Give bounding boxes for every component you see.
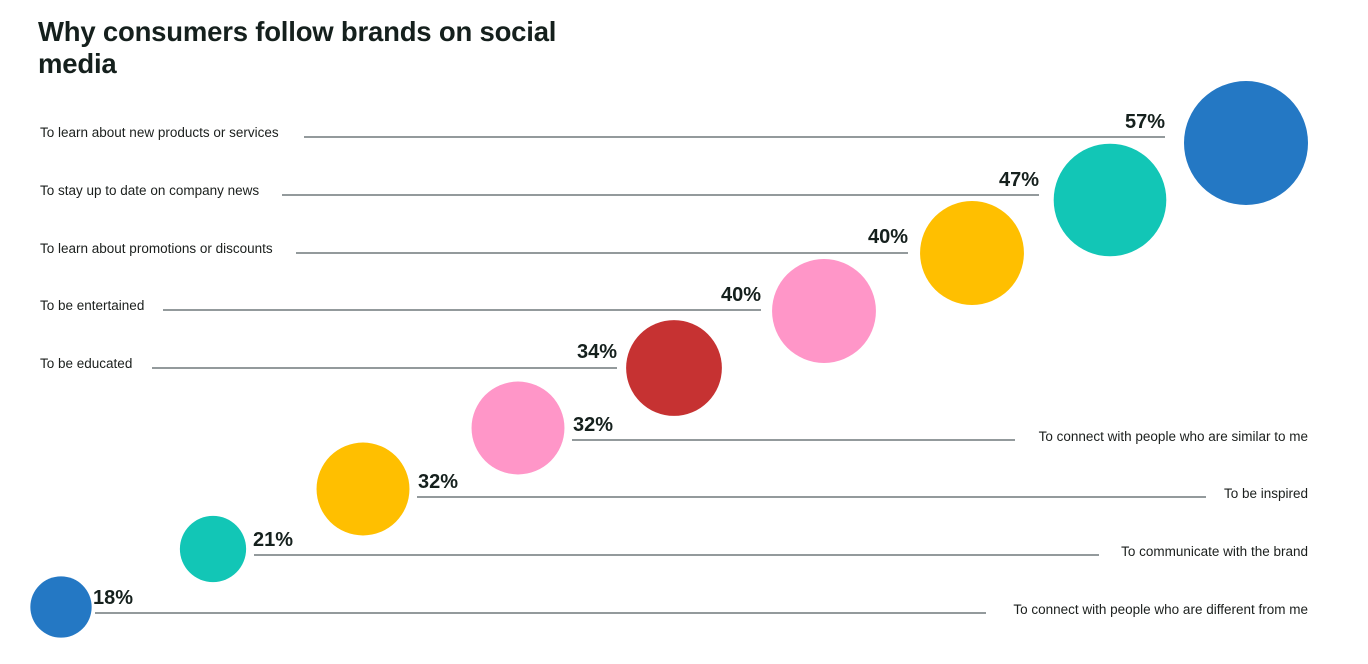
bubble (1053, 143, 1167, 257)
bubble (30, 576, 92, 638)
bubble (772, 259, 876, 363)
value-label: 34% (577, 341, 617, 363)
value-label: 21% (253, 529, 293, 551)
bubble (471, 381, 565, 475)
value-label: 32% (418, 471, 458, 493)
bubble (626, 320, 722, 416)
category-label: To stay up to date on company news (40, 183, 259, 198)
value-label: 57% (1125, 111, 1165, 133)
value-label: 32% (573, 414, 613, 436)
category-label: To learn about new products or services (40, 125, 279, 140)
category-label: To communicate with the brand (1121, 544, 1308, 559)
bubble (920, 201, 1024, 305)
category-label: To be educated (40, 356, 132, 371)
category-label: To be entertained (40, 298, 144, 313)
bubble (1184, 81, 1308, 205)
category-label: To learn about promotions or discounts (40, 241, 273, 256)
category-label: To connect with people who are similar t… (1039, 429, 1308, 444)
value-label: 47% (999, 169, 1039, 191)
bubble (316, 442, 410, 536)
category-label: To be inspired (1224, 486, 1308, 501)
value-label: 40% (868, 226, 908, 248)
category-label: To connect with people who are different… (1013, 602, 1308, 617)
chart-title: Why consumers follow brands on social me… (38, 16, 557, 79)
value-label: 40% (721, 284, 761, 306)
value-label: 18% (93, 587, 133, 609)
bubble (179, 515, 247, 583)
